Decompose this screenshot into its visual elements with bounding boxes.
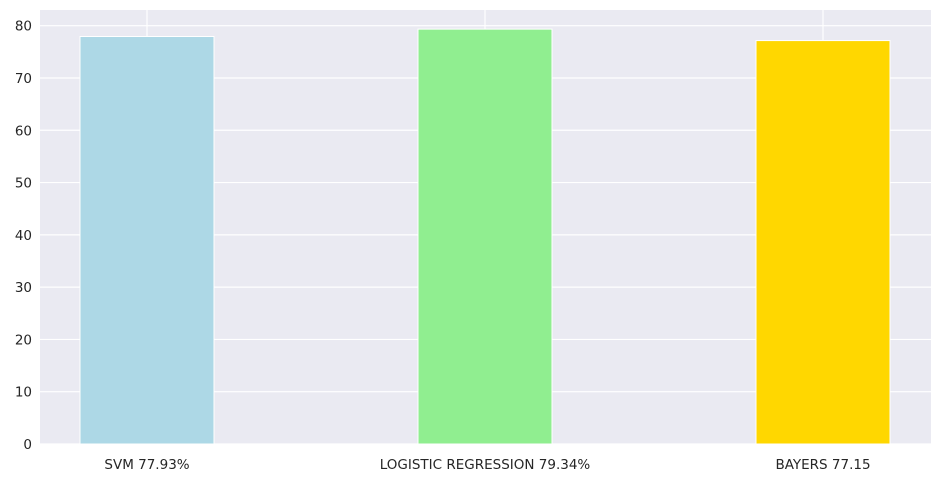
y-tick-labels: 0 10 20 30 40 50 60 70 80: [15, 19, 32, 453]
y-tick-label: 30: [15, 280, 32, 296]
x-tick-label: BAYERS 77.15: [775, 457, 870, 473]
bar: [417, 28, 553, 445]
y-tick-label: 60: [15, 123, 32, 139]
y-tick-label: 0: [23, 437, 32, 453]
x-tick-label: LOGISTIC REGRESSION 79.34%: [380, 457, 591, 473]
y-tick-label: 20: [15, 332, 32, 348]
y-tick-label: 10: [15, 385, 32, 401]
bars: [79, 28, 891, 445]
y-tick-label: 80: [15, 19, 32, 35]
bar: [79, 36, 215, 445]
x-tick-labels: SVM 77.93% LOGISTIC REGRESSION 79.34% BAYE…: [104, 457, 870, 473]
y-tick-label: 50: [15, 176, 32, 192]
x-tick-label: SVM 77.93%: [104, 457, 189, 473]
bar: [755, 40, 891, 445]
y-tick-label: 40: [15, 228, 32, 244]
y-tick-label: 70: [15, 71, 32, 87]
